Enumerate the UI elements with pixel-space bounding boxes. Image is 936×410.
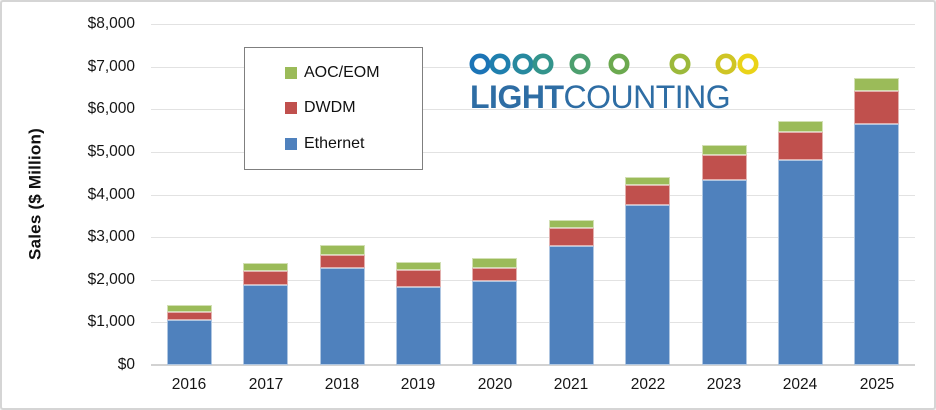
bar-segment-dwdm-2022 — [625, 184, 670, 205]
bar-segment-dwdm-2021 — [549, 228, 594, 247]
logo-text-counting: COUNTING — [563, 79, 731, 115]
legend-item-dwdm: DWDM — [285, 99, 422, 117]
bar-segment-dwdm-2017 — [243, 271, 288, 286]
y-tick-label: $7,000 — [87, 58, 135, 75]
bar-segment-dwdm-2020 — [472, 268, 517, 281]
bar-segment-aoc-eom-2023 — [702, 144, 747, 155]
bar-segment-ethernet-2021 — [549, 246, 594, 365]
bar-segment-aoc-eom-2016 — [167, 304, 212, 312]
bar-segment-aoc-eom-2021 — [549, 219, 594, 228]
y-tick-label: $2,000 — [87, 271, 135, 288]
y-tick-label: $4,000 — [87, 186, 135, 203]
legend-label: Ethernet — [304, 135, 365, 153]
logo-chain-icon — [460, 53, 768, 75]
gridline — [151, 67, 915, 68]
x-tick-label-2025: 2025 — [859, 376, 895, 393]
bar-segment-ethernet-2023 — [702, 179, 747, 365]
logo-wordmark: LIGHTCOUNTING — [458, 81, 770, 113]
gridline — [151, 237, 915, 238]
bar-segment-aoc-eom-2020 — [472, 258, 517, 268]
bar-segment-dwdm-2019 — [396, 269, 441, 287]
bar-segment-ethernet-2017 — [243, 285, 288, 365]
legend-label: DWDM — [304, 99, 356, 117]
x-tick-label-2016: 2016 — [171, 376, 207, 393]
legend-swatch-icon — [285, 138, 297, 151]
legend: AOC/EOM DWDM Ethernet — [244, 47, 423, 170]
y-tick-label: $6,000 — [87, 100, 135, 117]
logo-chain-circle — [532, 53, 554, 75]
bar-segment-aoc-eom-2025 — [854, 77, 899, 91]
gridline — [151, 109, 915, 110]
legend-item-ethernet: Ethernet — [285, 135, 422, 153]
gridline — [151, 280, 915, 281]
plot-area — [151, 24, 915, 366]
bar-segment-aoc-eom-2018 — [320, 245, 365, 255]
logo-chain-circle — [608, 53, 630, 75]
x-tick-label-2023: 2023 — [706, 376, 742, 393]
x-axis-line — [151, 364, 915, 366]
x-tick-label-2019: 2019 — [400, 376, 436, 393]
gridline — [151, 195, 915, 196]
bar-segment-ethernet-2016 — [167, 320, 212, 365]
y-tick-label: $5,000 — [87, 143, 135, 160]
legend-swatch-icon — [285, 66, 297, 79]
logo-chain-circle — [489, 53, 511, 75]
bar-segment-ethernet-2022 — [625, 204, 670, 365]
bar-segment-ethernet-2018 — [320, 268, 365, 365]
bar-segment-aoc-eom-2024 — [778, 120, 823, 132]
logo-chain-circle — [512, 53, 534, 75]
bar-segment-aoc-eom-2019 — [396, 261, 441, 270]
y-tick-label: $3,000 — [87, 228, 135, 245]
legend-swatch-icon — [285, 102, 297, 115]
logo-chain-circle — [737, 53, 759, 75]
y-tick-label: $0 — [117, 356, 135, 373]
bar-segment-ethernet-2025 — [854, 124, 899, 365]
x-tick-label-2022: 2022 — [630, 376, 666, 393]
gridline — [151, 24, 915, 25]
logo-chain-circle — [669, 53, 691, 75]
bar-segment-ethernet-2020 — [472, 280, 517, 365]
y-tick-label: $8,000 — [87, 15, 135, 32]
gridline — [151, 322, 915, 323]
lightcounting-logo: LIGHTCOUNTING — [458, 50, 770, 113]
logo-chain-circle — [469, 53, 491, 75]
legend-label: AOC/EOM — [304, 63, 380, 81]
gridline — [151, 152, 915, 153]
x-tick-label-2018: 2018 — [324, 376, 360, 393]
x-tick-label-2020: 2020 — [477, 376, 513, 393]
bar-segment-aoc-eom-2017 — [243, 262, 288, 271]
x-tick-label-2024: 2024 — [782, 376, 818, 393]
bar-segment-ethernet-2019 — [396, 287, 441, 365]
logo-chain-circle — [715, 53, 737, 75]
bar-segment-dwdm-2023 — [702, 154, 747, 180]
logo-chain-circle — [569, 53, 591, 75]
legend-item-aoc-eom: AOC/EOM — [285, 64, 422, 82]
bar-segment-dwdm-2025 — [854, 91, 899, 124]
bar-segment-dwdm-2024 — [778, 131, 823, 160]
bar-segment-dwdm-2018 — [320, 255, 365, 268]
bar-segment-ethernet-2024 — [778, 160, 823, 365]
x-tick-label-2021: 2021 — [553, 376, 589, 393]
y-tick-label: $1,000 — [87, 313, 135, 330]
logo-text-light: LIGHT — [470, 79, 564, 115]
x-tick-label-2017: 2017 — [248, 376, 284, 393]
bar-segment-dwdm-2016 — [167, 311, 212, 321]
bar-segment-aoc-eom-2022 — [625, 176, 670, 185]
